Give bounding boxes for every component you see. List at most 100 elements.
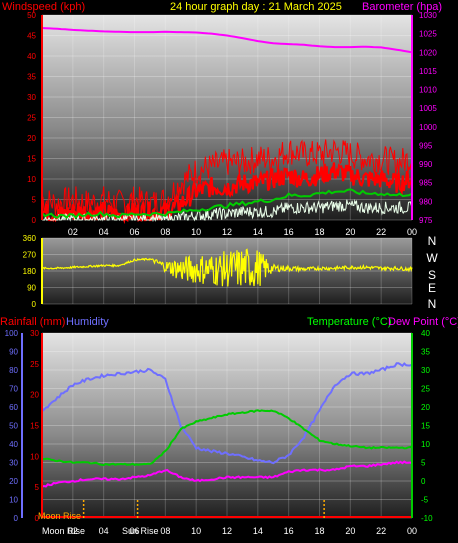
temperature-ytick-0: -10 [421,514,433,523]
humidity-ytick-6: 60 [9,403,18,412]
compass-label-e: E [428,281,436,295]
wind-grid [42,14,413,221]
temperature-xtick-3: 08 [160,526,170,536]
temperature-xtick-0: 02 [68,526,78,536]
rainfall-ytick-4: 20 [30,391,39,400]
temperature-ytick-10: 40 [421,329,430,338]
temperature-grid [42,332,413,519]
moon-rise-axis-label: Moon Rise [42,526,85,536]
temperature-axis-title: Temperature (°C) [307,316,391,328]
barometer-ytick-9: 1020 [419,48,437,57]
barometer-ytick-1: 980 [419,197,433,206]
wind-xtick-10: 22 [376,227,386,237]
barometer-ytick-5: 1000 [419,123,437,132]
wind-ytick-0: 0 [32,216,37,225]
wind-ytick-4: 20 [27,134,36,143]
rainfall-ytick-3: 15 [30,422,39,431]
temperature-xtick-10: 22 [376,526,386,536]
windspeed-axis-title: Windspeed (kph) [2,1,85,13]
rainfall-ytick-0: 0 [35,514,40,523]
temperature-ytick-2: 0 [421,477,426,486]
direction-line [41,248,413,287]
barometer-ytick-2: 985 [419,179,433,188]
barometer-ytick-6: 1005 [419,104,437,113]
humidity-ytick-4: 40 [9,440,18,449]
barometer-ytick-8: 1015 [419,67,437,76]
humidity-ytick-8: 80 [9,366,18,375]
barometer-ytick-10: 1025 [419,30,437,39]
moon-rise-marker-label: Moon Rise [38,511,81,521]
temperature-plot-area [42,333,412,518]
wind-ytick-6: 30 [27,93,36,102]
wind-xtick-8: 18 [314,227,324,237]
rainfall-ytick-5: 25 [30,360,39,369]
wind-xtick-0: 02 [68,227,78,237]
wind-xtick-11: 00 [407,227,417,237]
dewpoint-axis-title: Dew Point (°C) [388,316,458,328]
direction-ytick-1: 90 [27,284,36,293]
wind-ytick-8: 40 [27,52,36,61]
wind-xtick-5: 12 [222,227,232,237]
humidity-ytick-7: 70 [9,385,18,394]
humidity-ytick-0: 0 [14,514,19,523]
barometer-axis-title: Barometer (hpa) [362,1,442,13]
compass-labels: N W S E N [426,234,438,311]
humidity-axis-title: Humidity [66,316,109,328]
wind-xtick-4: 10 [191,227,201,237]
temperature-ytick-1: -5 [421,496,429,505]
direction-ytick-0: 0 [32,300,37,309]
temperature-xtick-2: 06 [129,526,139,536]
direction-ytick-4: 360 [23,234,37,243]
humidity-ytick-3: 30 [9,459,18,468]
wind-line [40,162,414,225]
temperature-xtick-7: 16 [284,526,294,536]
wind-xtick-1: 04 [99,227,109,237]
wind-xtick-7: 16 [284,227,294,237]
temperature-xtick-5: 12 [222,526,232,536]
wind-xtick-6: 14 [253,227,263,237]
barometer-line [41,27,413,54]
humidity-ytick-5: 50 [9,422,18,431]
wind-ytick-5: 25 [27,114,36,123]
direction-series [41,248,413,287]
direction-axes: 0 90 180 270 360 [23,234,43,309]
compass-label-s: S [428,268,436,282]
temperature-ytick-3: 5 [421,459,426,468]
direction-ytick-2: 180 [23,267,37,276]
wind-ytick-9: 45 [27,32,36,41]
wind-ytick-2: 10 [27,175,36,184]
wind-xtick-9: 20 [345,227,355,237]
wind-ytick-10: 50 [27,11,36,20]
dew-point-line [41,460,413,488]
temperature-line [41,409,413,467]
compass-label-n1: N [428,234,437,248]
humidity-line [41,362,413,465]
temperature-xtick-9: 20 [345,526,355,536]
temperature-ytick-5: 15 [421,422,430,431]
humidity-ytick-1: 10 [9,496,18,505]
temperature-xtick-8: 18 [314,526,324,536]
rainfall-ytick-2: 10 [30,452,39,461]
temperature-ytick-6: 20 [421,403,430,412]
temperature-ytick-8: 30 [421,366,430,375]
barometer-ytick-7: 1010 [419,86,437,95]
temperature-ytick-9: 35 [421,348,430,357]
barometer-ytick-11: 1030 [419,11,437,20]
rainfall-ytick-1: 5 [35,483,40,492]
wind-xtick-3: 08 [160,227,170,237]
temperature-xtick-4: 10 [191,526,201,536]
wind-series [40,27,414,225]
barometer-ytick-3: 990 [419,160,433,169]
gust-line [41,139,413,218]
humidity-ytick-2: 20 [9,477,18,486]
temperature-ytick-4: 10 [421,440,430,449]
direction-ytick-3: 270 [23,251,37,260]
temperature-ytick-7: 25 [421,385,430,394]
temperature-xtick-1: 04 [99,526,109,536]
humidity-ytick-10: 100 [5,329,19,338]
compass-label-w: W [426,251,438,265]
temperature-series [41,362,413,518]
wind-ytick-3: 15 [27,155,36,164]
chart-title: 24 hour graph day : 21 March 2025 [170,1,342,13]
